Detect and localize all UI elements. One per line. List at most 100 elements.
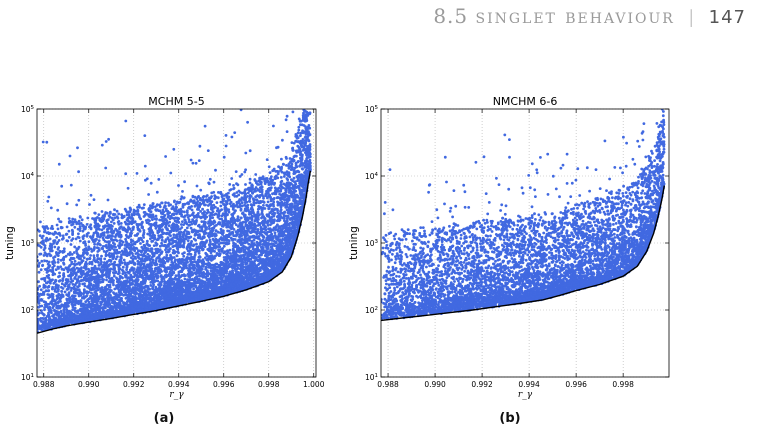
scatter-points — [37, 109, 312, 334]
data-point — [297, 125, 301, 129]
data-point — [142, 203, 146, 207]
data-point — [68, 283, 71, 286]
data-point — [298, 189, 302, 193]
data-point — [257, 263, 260, 267]
data-point — [71, 273, 75, 277]
data-point — [102, 250, 106, 253]
data-point — [47, 265, 51, 268]
data-point — [89, 193, 93, 197]
data-point — [301, 148, 305, 152]
data-point — [152, 244, 156, 248]
data-point — [281, 138, 284, 142]
data-point — [80, 266, 83, 270]
data-point — [154, 214, 158, 218]
data-point — [77, 198, 81, 202]
data-point — [37, 288, 40, 291]
data-point — [256, 211, 260, 215]
data-point — [49, 227, 53, 230]
data-point — [76, 235, 80, 239]
data-point — [217, 209, 221, 213]
data-point — [167, 201, 170, 205]
data-point — [244, 151, 248, 155]
data-point — [192, 287, 196, 291]
data-point — [164, 201, 168, 205]
data-point — [233, 131, 237, 135]
data-point — [190, 222, 194, 226]
data-point — [142, 229, 146, 232]
data-point — [56, 247, 60, 251]
data-point — [143, 290, 147, 294]
data-point — [82, 256, 86, 260]
data-point — [57, 162, 61, 166]
data-point — [170, 226, 173, 230]
data-point — [99, 234, 103, 238]
data-point — [93, 211, 97, 215]
data-point — [118, 246, 121, 250]
data-point — [110, 220, 113, 224]
data-point — [307, 132, 311, 135]
data-point — [160, 201, 164, 205]
data-point — [222, 244, 226, 248]
data-point — [231, 193, 235, 197]
data-point — [221, 197, 225, 201]
data-point — [294, 133, 298, 136]
data-point — [56, 241, 59, 244]
data-point — [105, 287, 108, 291]
data-point — [49, 242, 52, 246]
data-point — [55, 290, 59, 293]
data-point — [198, 236, 202, 239]
data-point — [282, 203, 285, 207]
data-point — [93, 217, 96, 221]
data-point — [238, 204, 242, 207]
data-point — [133, 234, 137, 237]
data-point — [131, 254, 135, 257]
data-point — [171, 245, 175, 249]
data-point — [136, 266, 140, 269]
section-title: singlet behaviour — [475, 4, 675, 28]
data-point — [37, 270, 41, 274]
data-point — [46, 199, 50, 203]
data-point — [292, 176, 296, 180]
data-point — [214, 212, 218, 216]
data-point — [170, 260, 174, 264]
data-point — [103, 303, 106, 306]
data-point — [160, 277, 164, 281]
data-point — [96, 254, 99, 258]
data-point — [47, 280, 50, 284]
data-point — [75, 203, 79, 207]
data-point — [276, 145, 280, 149]
data-point — [162, 244, 166, 248]
data-point — [189, 158, 193, 162]
data-point — [290, 141, 294, 145]
data-point — [228, 248, 232, 252]
data-point — [147, 193, 151, 196]
data-point — [47, 195, 51, 199]
data-point — [140, 222, 143, 226]
data-point — [218, 245, 222, 249]
data-point — [255, 245, 259, 248]
data-point — [160, 235, 164, 239]
data-point — [279, 176, 283, 179]
data-point — [120, 243, 124, 247]
data-point — [168, 217, 172, 221]
data-point — [246, 120, 250, 124]
data-point — [204, 256, 207, 260]
data-point — [185, 226, 189, 230]
data-point — [195, 184, 199, 188]
data-point — [113, 208, 116, 212]
data-point — [127, 213, 131, 217]
data-point — [230, 135, 234, 139]
data-point — [70, 271, 73, 275]
data-point — [61, 234, 65, 238]
data-point — [269, 233, 273, 237]
data-point — [41, 140, 45, 144]
data-point — [140, 273, 144, 277]
data-point — [87, 245, 91, 249]
data-point — [268, 171, 272, 175]
data-point — [227, 210, 231, 214]
data-point — [206, 149, 210, 153]
data-point — [227, 208, 231, 212]
data-point — [285, 130, 289, 134]
data-point — [85, 290, 89, 294]
